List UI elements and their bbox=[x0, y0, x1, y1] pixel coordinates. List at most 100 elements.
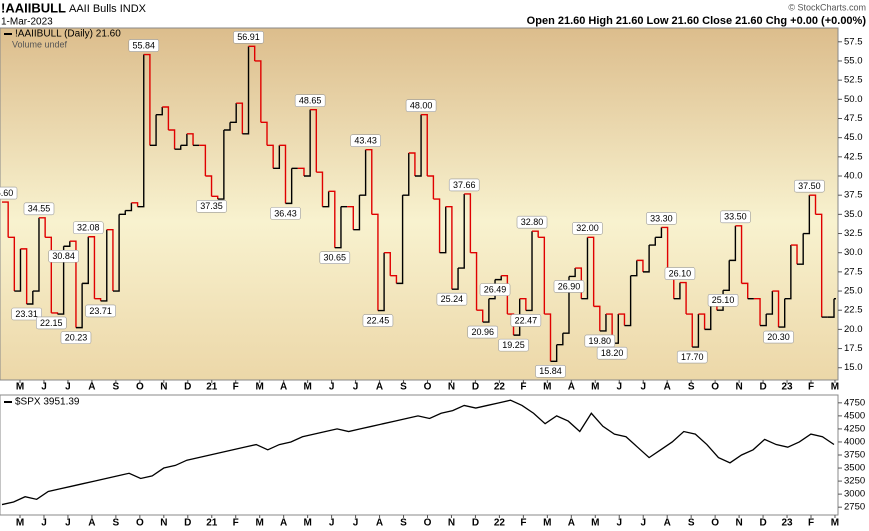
step-segment bbox=[168, 129, 176, 150]
step-segment bbox=[328, 190, 336, 248]
x-tick-label: 21 bbox=[206, 518, 218, 529]
x-tick-label: J bbox=[616, 518, 622, 529]
step-segment bbox=[322, 191, 330, 208]
step-segment bbox=[236, 102, 244, 134]
x-tick-label: N bbox=[735, 382, 742, 393]
data-label: 32.00 bbox=[576, 223, 599, 233]
chart-subtitle: AAII Bulls INDX bbox=[69, 3, 147, 15]
x-tick-label: O bbox=[711, 382, 719, 393]
step-segment bbox=[303, 109, 311, 177]
step-segment bbox=[38, 217, 46, 238]
x-tick-label: O bbox=[136, 518, 144, 529]
step-segment bbox=[815, 213, 823, 318]
step-segment bbox=[371, 213, 379, 311]
step-segment bbox=[562, 276, 570, 334]
label-box bbox=[270, 207, 301, 220]
step-segment bbox=[402, 153, 410, 196]
step-segment bbox=[14, 248, 22, 292]
step-segment bbox=[679, 281, 687, 315]
plot: 36.60 23.31 34.55 22.15 30.84 20.23 32.08 23.71… bbox=[0, 31, 836, 378]
step-segment bbox=[698, 313, 706, 330]
step-segment bbox=[482, 298, 490, 323]
step-segment bbox=[365, 149, 373, 215]
label-box bbox=[128, 39, 160, 52]
step-segment bbox=[75, 283, 83, 329]
y-tick-label: 15.0 bbox=[844, 362, 863, 373]
step-segment bbox=[347, 205, 354, 230]
x-tick-label: M bbox=[16, 518, 24, 529]
label-box bbox=[707, 293, 739, 307]
step-segment bbox=[458, 193, 465, 269]
x-tick-label: A bbox=[376, 518, 383, 529]
data-label: 37.66 bbox=[453, 180, 476, 190]
step-segment bbox=[778, 298, 786, 328]
step-segment bbox=[396, 195, 404, 285]
label-box bbox=[319, 251, 351, 265]
step-segment bbox=[143, 53, 151, 146]
step-segment bbox=[618, 313, 626, 326]
x-tick-label: A bbox=[568, 518, 575, 529]
label-box bbox=[48, 249, 79, 263]
data-label: 25.10 bbox=[712, 295, 735, 305]
y-tick-label: 3000 bbox=[844, 489, 865, 500]
x-tick-label: J bbox=[65, 382, 71, 393]
data-label: 26.90 bbox=[558, 281, 581, 291]
line bbox=[1, 399, 835, 506]
step-segment bbox=[8, 236, 16, 292]
data-label: 33.30 bbox=[650, 213, 673, 223]
step-segment bbox=[390, 275, 398, 284]
x-tick-label: M bbox=[256, 518, 264, 529]
label-box bbox=[664, 267, 696, 280]
label-box bbox=[85, 304, 116, 318]
step-segment bbox=[2, 201, 9, 238]
step-segment bbox=[803, 195, 811, 235]
step-segment bbox=[32, 217, 40, 292]
step-segment bbox=[427, 175, 435, 200]
x-tick-label: J bbox=[41, 518, 47, 529]
x-tick-label: M bbox=[543, 382, 551, 393]
x-tick-label: J bbox=[353, 382, 359, 393]
step-segment bbox=[100, 229, 108, 302]
y-tick-label: 20.0 bbox=[844, 324, 863, 335]
step-segment bbox=[790, 244, 798, 265]
label-box bbox=[479, 283, 511, 296]
label-box bbox=[794, 179, 825, 193]
x-tick-label: M bbox=[831, 518, 839, 529]
step-segment bbox=[69, 240, 77, 328]
x-tick-label: O bbox=[711, 518, 719, 529]
step-segment bbox=[297, 167, 305, 177]
ohlc: Open 21.60 High 21.60 Low 21.60 Close 21… bbox=[527, 15, 867, 27]
x-tick-label: N bbox=[735, 518, 742, 529]
x-tick-label: J bbox=[329, 518, 335, 529]
label-box bbox=[516, 215, 548, 229]
label-box bbox=[60, 331, 92, 344]
x-tick-label: A bbox=[280, 382, 287, 393]
x-tick-label: J bbox=[41, 382, 47, 393]
step-segment bbox=[112, 214, 120, 292]
step-segment bbox=[797, 233, 804, 265]
step-segment bbox=[82, 236, 89, 285]
step-segment bbox=[501, 275, 509, 315]
x-tick-label: S bbox=[688, 518, 695, 529]
step-segment bbox=[636, 259, 644, 272]
y-tick-label: 37.5 bbox=[844, 190, 863, 201]
chart-date: 1-Mar-2023 bbox=[1, 17, 53, 28]
y-tick-label: 2750 bbox=[844, 502, 865, 513]
label-box bbox=[596, 346, 628, 360]
label-box bbox=[498, 338, 529, 352]
step-segment bbox=[273, 145, 281, 170]
step-segment bbox=[205, 175, 213, 197]
data-label: 17.70 bbox=[681, 352, 704, 362]
step-segment bbox=[605, 313, 613, 344]
data-label: 20.96 bbox=[471, 327, 494, 337]
step-segment bbox=[451, 268, 459, 290]
y-tick-label: 17.5 bbox=[844, 343, 863, 354]
step-segment bbox=[433, 198, 441, 253]
step-segment bbox=[525, 231, 533, 312]
spx-panel bbox=[0, 394, 839, 516]
step-segment bbox=[199, 144, 207, 177]
step-segment bbox=[655, 227, 663, 239]
x-tick-label: D bbox=[184, 518, 191, 529]
label-box bbox=[535, 364, 566, 378]
step-segment bbox=[248, 45, 256, 61]
